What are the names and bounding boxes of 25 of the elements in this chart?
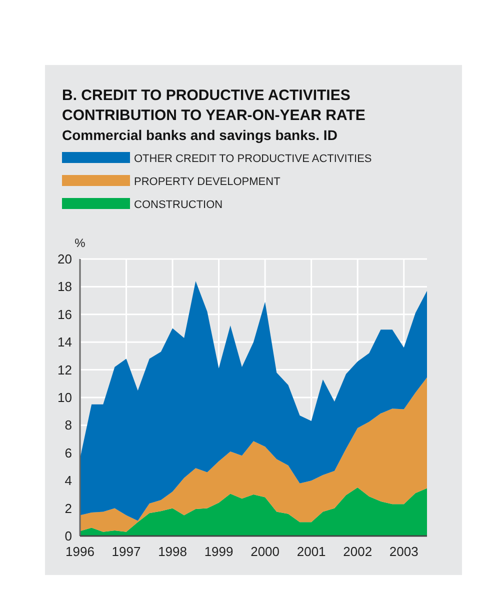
y-tick-label: 12	[58, 362, 72, 378]
y-axis-title: %	[74, 236, 86, 250]
x-tick-label: 2002	[343, 544, 372, 559]
y-tick-label: 14	[58, 334, 72, 350]
x-tick-label: 2000	[250, 544, 280, 559]
x-tick-label: 1999	[204, 544, 234, 559]
x-tick-label: 1996	[66, 544, 94, 559]
y-tick-label: 16	[58, 306, 72, 322]
legend-label: PROPERTY DEVELOPMENT	[134, 176, 281, 188]
x-tick-label: 2001	[296, 544, 326, 559]
chart-subtitle: Commercial banks and savings banks. ID	[62, 127, 338, 143]
y-tick-label: 8	[64, 418, 72, 433]
x-tick-label: 2003	[389, 544, 418, 559]
legend-label: CONSTRUCTION	[134, 199, 223, 211]
x-tick-label: 1998	[158, 544, 187, 559]
chart-title: B. CREDIT TO PRODUCTIVE ACTIVITIES CONTRIBUTION TO YEAR-ON-YEAR RATE	[62, 87, 366, 124]
y-tick-label: 6	[64, 445, 72, 460]
y-tick-label: 0	[64, 528, 72, 544]
y-tick-label: 10	[58, 390, 72, 405]
y-tick-label: 4	[64, 473, 72, 488]
y-tick-label: 20	[58, 252, 72, 266]
legend-label: OTHER CREDIT TO PRODUCTIVE ACTIVITIES	[134, 153, 372, 165]
y-tick-label: 2	[64, 500, 72, 516]
x-tick-label: 1997	[112, 544, 141, 559]
y-tick-label: 18	[58, 279, 72, 294]
